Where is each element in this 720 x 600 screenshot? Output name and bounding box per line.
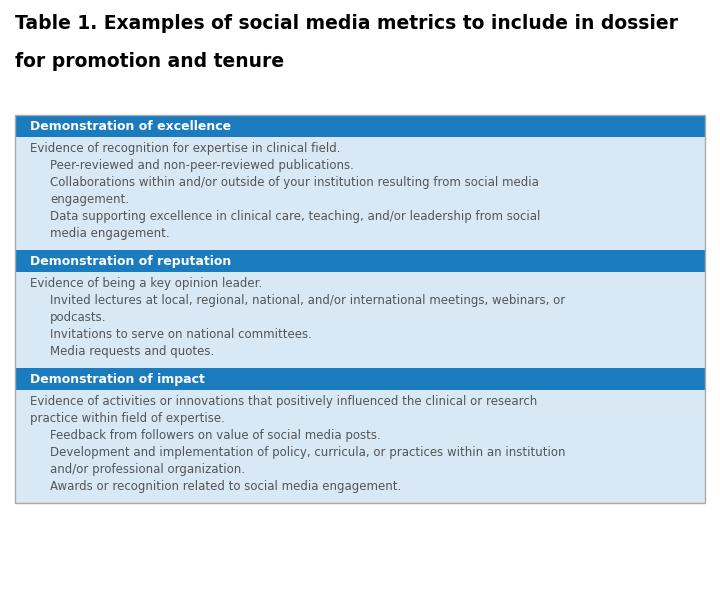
Bar	[15, 368, 705, 390]
Text: practice within field of expertise.: practice within field of expertise.	[30, 412, 225, 425]
Text: Demonstration of reputation: Demonstration of reputation	[30, 254, 231, 268]
Text: Demonstration of excellence: Demonstration of excellence	[30, 119, 231, 133]
Text: Table 1. Examples of social media metrics to include in dossier: Table 1. Examples of social media metric…	[15, 14, 678, 33]
Text: Media requests and quotes.: Media requests and quotes.	[50, 345, 215, 358]
Text: Demonstration of impact: Demonstration of impact	[30, 373, 205, 385]
Text: podcasts.: podcasts.	[50, 311, 107, 324]
Text: Peer-reviewed and non-peer-reviewed publications.: Peer-reviewed and non-peer-reviewed publ…	[50, 159, 354, 172]
Text: engagement.: engagement.	[50, 193, 129, 206]
Text: Evidence of being a key opinion leader.: Evidence of being a key opinion leader.	[30, 277, 262, 290]
Text: and/or professional organization.: and/or professional organization.	[50, 463, 245, 476]
Text: Evidence of recognition for expertise in clinical field.: Evidence of recognition for expertise in…	[30, 142, 341, 155]
Bar	[15, 137, 705, 250]
Bar	[15, 115, 705, 503]
Text: Development and implementation of policy, curricula, or practices within an inst: Development and implementation of policy…	[50, 446, 565, 459]
Text: Evidence of activities or innovations that positively influenced the clinical or: Evidence of activities or innovations th…	[30, 395, 537, 408]
Bar	[15, 390, 705, 503]
Text: media engagement.: media engagement.	[50, 227, 170, 240]
Text: Collaborations within and/or outside of your institution resulting from social m: Collaborations within and/or outside of …	[50, 176, 539, 189]
Text: for promotion and tenure: for promotion and tenure	[15, 52, 284, 71]
Bar	[15, 250, 705, 272]
Text: Invitations to serve on national committees.: Invitations to serve on national committ…	[50, 328, 312, 341]
Text: Data supporting excellence in clinical care, teaching, and/or leadership from so: Data supporting excellence in clinical c…	[50, 210, 541, 223]
Text: Invited lectures at local, regional, national, and/or international meetings, we: Invited lectures at local, regional, nat…	[50, 294, 565, 307]
Bar	[15, 272, 705, 368]
Text: Awards or recognition related to social media engagement.: Awards or recognition related to social …	[50, 480, 401, 493]
Text: Feedback from followers on value of social media posts.: Feedback from followers on value of soci…	[50, 429, 381, 442]
Bar	[15, 115, 705, 137]
